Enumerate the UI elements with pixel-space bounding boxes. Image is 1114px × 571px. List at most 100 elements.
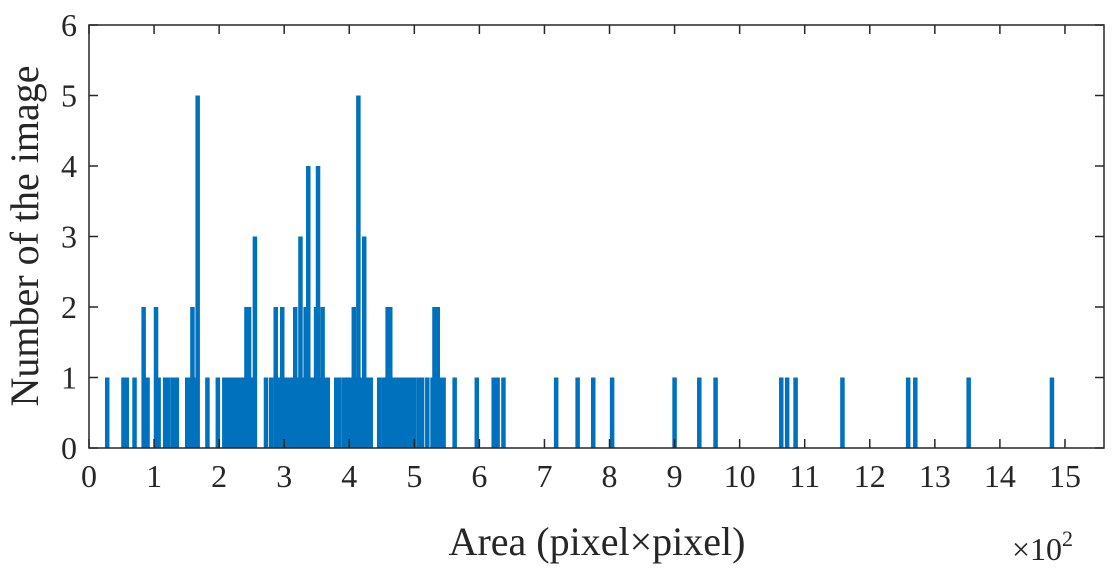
bar xyxy=(241,377,247,448)
x-tick-label: 2 xyxy=(211,458,227,494)
bar xyxy=(156,377,161,448)
bar xyxy=(185,377,190,448)
bar xyxy=(452,377,457,448)
x-tick-label: 10 xyxy=(724,458,756,494)
bar xyxy=(283,377,289,448)
bar xyxy=(325,377,331,448)
bar xyxy=(306,166,311,448)
bar xyxy=(361,236,367,448)
bar xyxy=(425,377,430,448)
bar xyxy=(1049,377,1055,448)
bar xyxy=(388,307,393,448)
x-tick-label: 1 xyxy=(146,458,162,494)
bar xyxy=(609,377,615,448)
bar xyxy=(412,377,417,448)
x-tick-label: 15 xyxy=(1049,458,1081,494)
bar xyxy=(104,377,110,448)
bar xyxy=(311,377,316,448)
x-axis-ticks: 0 1 2 3 4 5 6 7 8 9 10 11 12 13 14 15 xyxy=(81,25,1081,494)
bar xyxy=(244,307,249,448)
bar xyxy=(905,377,911,448)
bar xyxy=(491,377,496,448)
bars-group xyxy=(104,95,1055,448)
bar xyxy=(713,377,718,448)
bar xyxy=(124,377,129,448)
bar xyxy=(364,377,370,448)
y-tick-label: 1 xyxy=(61,360,77,396)
bar xyxy=(166,377,171,448)
bar xyxy=(225,377,230,448)
bar xyxy=(250,377,255,448)
bar xyxy=(345,377,350,448)
bar xyxy=(495,377,500,448)
x-tick-label: 14 xyxy=(984,458,1016,494)
bar xyxy=(672,377,677,448)
bar xyxy=(779,377,784,448)
bar xyxy=(390,377,396,448)
bar xyxy=(162,377,168,448)
x-tick-label: 13 xyxy=(919,458,951,494)
bar xyxy=(222,377,227,448)
bar xyxy=(401,377,407,448)
bar xyxy=(840,377,845,448)
bar xyxy=(174,377,180,448)
bar xyxy=(394,377,399,448)
bar xyxy=(591,377,596,448)
bar xyxy=(303,307,308,448)
bar xyxy=(145,377,150,448)
y-tick-label: 0 xyxy=(61,430,77,466)
bar xyxy=(190,307,195,448)
bar xyxy=(966,377,971,448)
bar xyxy=(293,307,298,448)
x-tick-label: 9 xyxy=(667,458,683,494)
bar xyxy=(397,377,403,448)
bar xyxy=(308,377,314,448)
x-tick-label: 6 xyxy=(471,458,487,494)
bar xyxy=(438,377,443,448)
x-tick-label: 12 xyxy=(854,458,886,494)
bar xyxy=(341,377,347,448)
bar xyxy=(441,377,446,448)
x-multiplier-exponent: 2 xyxy=(1062,526,1073,551)
bar xyxy=(501,377,506,448)
bar xyxy=(192,377,198,448)
bar xyxy=(228,377,234,448)
bar xyxy=(697,377,702,448)
bar xyxy=(300,377,306,448)
bar xyxy=(913,377,918,448)
bar xyxy=(405,377,411,448)
bar xyxy=(252,236,258,448)
bar xyxy=(170,377,176,448)
bar xyxy=(408,377,414,448)
bar xyxy=(205,377,210,448)
bar xyxy=(121,377,126,448)
bar xyxy=(435,307,440,448)
bar xyxy=(337,377,342,448)
bar xyxy=(356,95,361,448)
bar xyxy=(553,377,559,448)
bar xyxy=(474,377,480,448)
bar xyxy=(195,95,200,448)
bar xyxy=(419,377,425,448)
bar xyxy=(359,377,364,448)
bar xyxy=(141,307,146,448)
bar xyxy=(153,307,159,448)
bar xyxy=(235,377,240,448)
bar xyxy=(287,377,292,448)
bar xyxy=(268,377,274,448)
bar xyxy=(263,377,269,448)
y-tick-label: 5 xyxy=(61,78,77,114)
bar xyxy=(381,377,386,448)
y-tick-label: 6 xyxy=(61,7,77,43)
x-multiplier-label: ×102 xyxy=(1012,526,1073,567)
y-axis-ticks: 0 1 2 3 4 5 6 xyxy=(61,7,1104,466)
y-tick-label: 4 xyxy=(61,148,77,184)
bar xyxy=(290,377,295,448)
x-tick-label: 11 xyxy=(789,458,820,494)
bar xyxy=(246,307,252,448)
x-tick-label: 8 xyxy=(602,458,618,494)
bar xyxy=(351,307,357,448)
x-tick-label: 4 xyxy=(341,458,357,494)
bar xyxy=(385,307,390,448)
